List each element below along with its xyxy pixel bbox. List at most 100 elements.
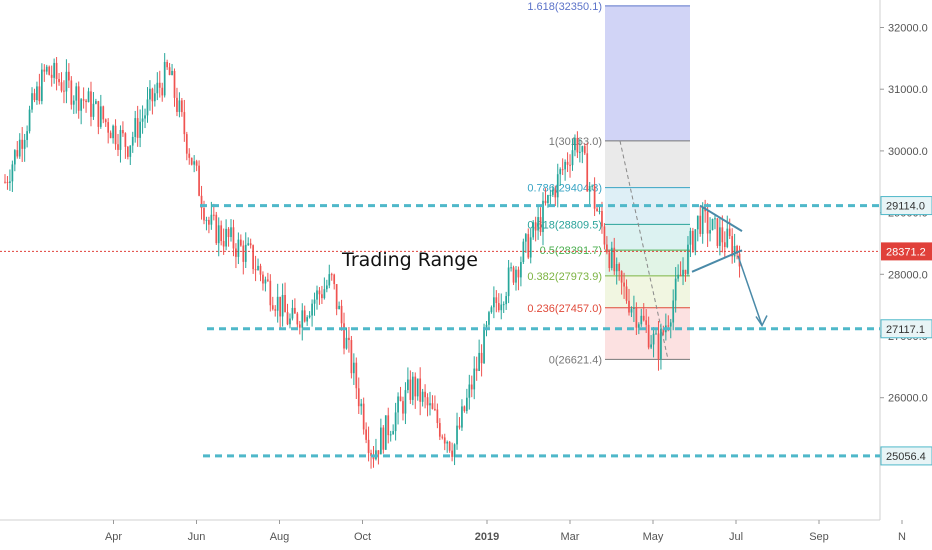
candle-body [53, 62, 55, 78]
candle-body [237, 239, 240, 257]
candle-body [85, 100, 87, 103]
candle-body [377, 450, 380, 455]
candle-body [31, 93, 33, 110]
candle-body [581, 146, 584, 152]
x-tick-label: Sep [809, 531, 829, 543]
candle-body [362, 403, 365, 430]
candle-body [215, 214, 218, 244]
candle-body [539, 217, 542, 233]
candle-body [443, 437, 446, 444]
candle-body [709, 230, 711, 234]
candle-body [642, 315, 645, 321]
fib-zone [605, 224, 690, 251]
candle-body [254, 269, 257, 271]
candle-body [384, 415, 387, 450]
candle-body [126, 146, 129, 157]
candle-body [70, 80, 73, 105]
candle-body [281, 295, 284, 317]
candle-body [677, 274, 679, 279]
candle-body [313, 299, 316, 304]
candle-body [63, 90, 65, 92]
candle-body [674, 278, 677, 301]
candle-body [318, 290, 321, 295]
candle-body [517, 269, 520, 278]
candle-body [392, 431, 395, 435]
candle-body [684, 269, 687, 274]
candle-body [397, 396, 399, 413]
candle-body [68, 71, 70, 81]
candle-body [166, 61, 168, 68]
candle-body [711, 219, 714, 231]
candle-body [178, 100, 181, 112]
candle-body [200, 195, 203, 209]
candle-body [72, 100, 75, 105]
fib-zone [605, 5, 690, 141]
candle-body [394, 412, 397, 432]
candle-body [733, 245, 736, 257]
candle-body [603, 226, 606, 245]
y-tick-label: 32000.0 [888, 23, 928, 35]
candle-body [475, 368, 478, 371]
candle-body [321, 294, 323, 299]
candle-body [352, 362, 355, 374]
y-tick-label: 31000.0 [888, 84, 928, 96]
candle-body [485, 324, 488, 328]
fib-zone [605, 140, 690, 188]
level-tag [880, 446, 932, 466]
candle-body [660, 328, 662, 359]
candle-body [271, 305, 274, 310]
candle-body [212, 214, 215, 216]
candle-body [220, 225, 223, 242]
candle-body [571, 150, 574, 166]
candle-body [478, 352, 480, 371]
candle-body [512, 267, 515, 283]
candle-body [493, 297, 495, 308]
candle-body [144, 115, 146, 119]
candle-body [40, 69, 43, 102]
candle-body [694, 229, 697, 251]
candle-body [561, 169, 564, 171]
candle-body [26, 131, 28, 140]
candle-body [267, 279, 269, 281]
candle-body [181, 100, 183, 113]
candle-body [431, 403, 434, 409]
candle-body [490, 307, 493, 313]
fib-level-label: 0.236(27457.0) [527, 303, 602, 315]
candle-body [82, 99, 85, 101]
candle-body [294, 307, 296, 314]
candle-body [235, 248, 237, 257]
candle-body [574, 137, 576, 151]
candle-body [620, 271, 623, 283]
candle-body [249, 243, 252, 246]
candle-body [333, 274, 336, 285]
candle-body [551, 189, 554, 195]
candle-body [193, 161, 196, 165]
candle-body [532, 222, 535, 238]
candle-body [463, 406, 466, 412]
candle-body [262, 274, 264, 284]
candle-body [284, 295, 286, 313]
x-tick-label: N [898, 531, 906, 543]
candle-body [699, 215, 702, 234]
candle-body [48, 66, 51, 75]
candle-body [652, 333, 655, 345]
candle-body [645, 320, 648, 325]
candle-body [510, 267, 512, 269]
candle-body [316, 290, 318, 300]
candle-body [340, 305, 343, 324]
candle-body [343, 323, 345, 349]
candle-body [387, 415, 390, 436]
candle-body [564, 161, 566, 170]
candle-body [55, 62, 58, 79]
candle-body [104, 119, 107, 123]
candle-body [716, 218, 719, 246]
candle-body [480, 352, 483, 364]
candle-body [534, 222, 537, 231]
current-price-label: 28371.2 [886, 246, 926, 258]
candle-body [618, 263, 621, 272]
candle-body [404, 390, 407, 414]
candle-body [18, 139, 21, 157]
candle-body [124, 133, 127, 147]
candle-body [554, 189, 557, 198]
